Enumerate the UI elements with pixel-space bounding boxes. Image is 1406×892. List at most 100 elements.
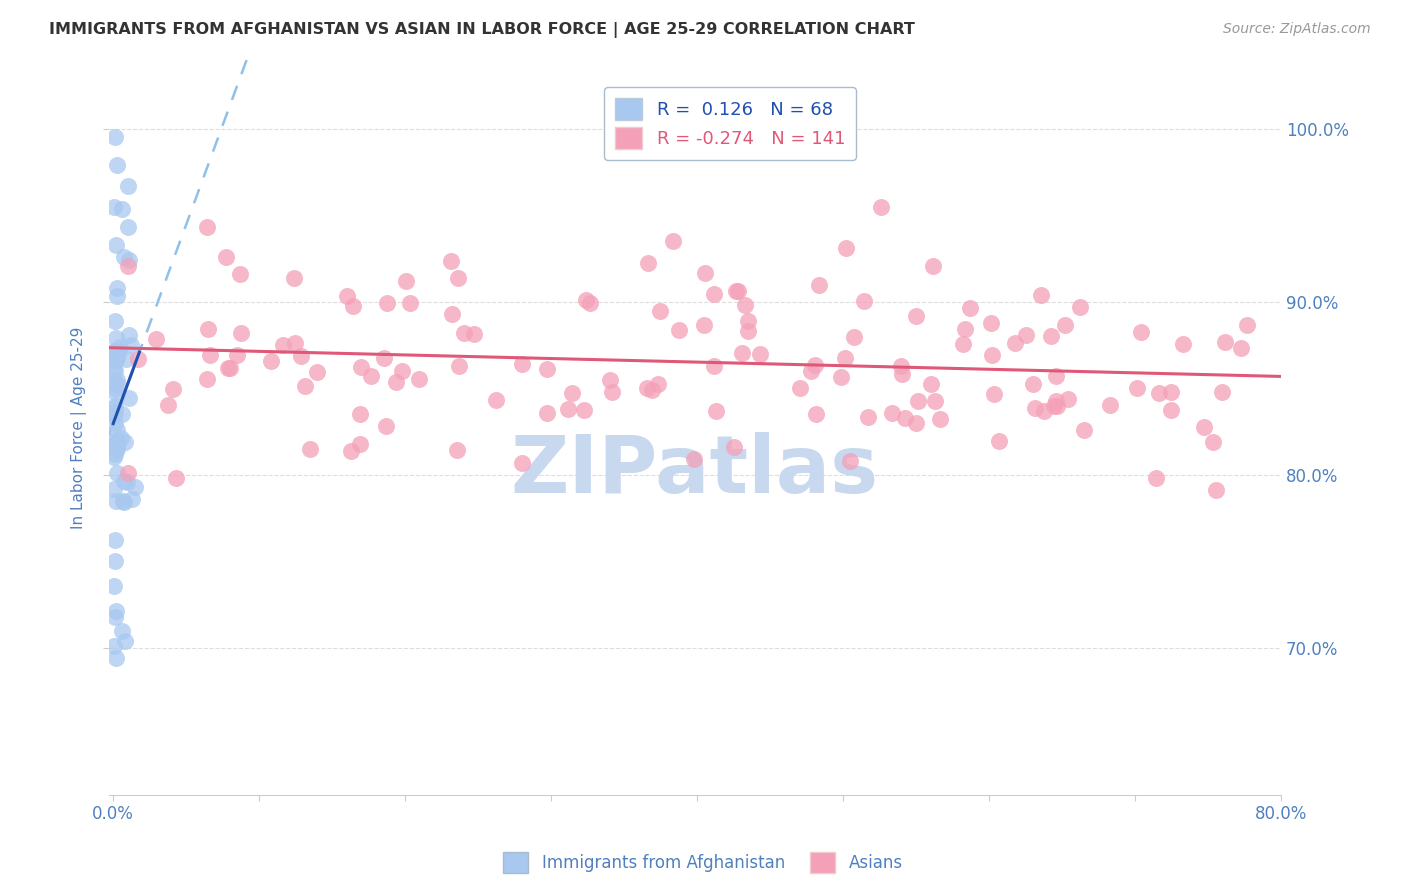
Point — [1032, 404, 1054, 418]
Point — [952, 337, 974, 351]
Point — [290, 350, 312, 364]
Point — [1022, 376, 1045, 391]
Point — [1046, 400, 1069, 414]
Point — [284, 335, 307, 350]
Point — [800, 364, 823, 378]
Point — [108, 340, 131, 354]
Point — [842, 330, 865, 344]
Point — [229, 267, 252, 281]
Point — [156, 398, 179, 412]
Point — [574, 403, 596, 417]
Point — [723, 440, 745, 454]
Point — [120, 337, 142, 351]
Point — [980, 316, 1002, 330]
Point — [440, 253, 463, 268]
Point — [105, 434, 128, 448]
Point — [955, 322, 977, 336]
Point — [105, 441, 128, 455]
Point — [575, 293, 598, 307]
Point — [104, 364, 127, 378]
Point — [117, 179, 139, 194]
Point — [105, 382, 128, 396]
Point — [789, 381, 811, 395]
Point — [104, 533, 127, 547]
Point — [1236, 318, 1258, 332]
Point — [1144, 471, 1167, 485]
Point — [683, 451, 706, 466]
Point — [1073, 423, 1095, 437]
Point — [1213, 335, 1236, 350]
Point — [294, 379, 316, 393]
Point — [103, 130, 125, 145]
Point — [110, 202, 132, 217]
Point — [924, 394, 946, 409]
Point — [103, 440, 125, 454]
Point — [217, 361, 239, 376]
Point — [105, 158, 128, 172]
Point — [260, 353, 283, 368]
Point — [1205, 483, 1227, 497]
Point — [834, 351, 856, 365]
Point — [118, 392, 141, 406]
Point — [349, 436, 371, 450]
Point — [636, 381, 658, 395]
Point — [703, 359, 725, 373]
Point — [103, 416, 125, 430]
Point — [907, 394, 929, 409]
Point — [110, 431, 132, 445]
Point — [440, 307, 463, 321]
Point — [485, 393, 508, 408]
Point — [112, 493, 135, 508]
Point — [920, 377, 942, 392]
Point — [105, 423, 128, 437]
Point — [1039, 329, 1062, 343]
Point — [226, 347, 249, 361]
Point — [104, 434, 127, 448]
Point — [647, 377, 669, 392]
Y-axis label: In Labor Force | Age 25-29: In Labor Force | Age 25-29 — [72, 326, 87, 529]
Point — [510, 457, 533, 471]
Point — [145, 331, 167, 345]
Point — [373, 351, 395, 366]
Point — [103, 408, 125, 422]
Point — [195, 220, 218, 235]
Point — [127, 352, 149, 367]
Point — [105, 442, 128, 456]
Point — [727, 284, 749, 298]
Point — [668, 323, 690, 337]
Point — [336, 289, 359, 303]
Point — [360, 369, 382, 384]
Point — [103, 362, 125, 376]
Point — [510, 357, 533, 371]
Point — [983, 387, 1005, 401]
Point — [904, 309, 927, 323]
Point — [1126, 381, 1149, 395]
Point — [105, 435, 128, 450]
Point — [1160, 384, 1182, 399]
Point — [104, 610, 127, 624]
Point — [165, 471, 187, 485]
Point — [117, 466, 139, 480]
Point — [922, 259, 945, 273]
Point — [105, 467, 128, 481]
Point — [103, 482, 125, 496]
Point — [124, 479, 146, 493]
Point — [104, 331, 127, 345]
Point — [835, 241, 858, 255]
Point — [105, 604, 128, 618]
Point — [737, 314, 759, 328]
Point — [391, 364, 413, 378]
Text: Source: ZipAtlas.com: Source: ZipAtlas.com — [1223, 22, 1371, 37]
Point — [703, 287, 725, 301]
Point — [107, 378, 129, 392]
Point — [115, 475, 138, 489]
Point — [118, 253, 141, 268]
Point — [1160, 403, 1182, 417]
Point — [839, 454, 862, 468]
Point — [889, 359, 911, 373]
Point — [162, 382, 184, 396]
Point — [385, 376, 408, 390]
Point — [447, 270, 470, 285]
Point — [693, 318, 716, 332]
Point — [229, 326, 252, 340]
